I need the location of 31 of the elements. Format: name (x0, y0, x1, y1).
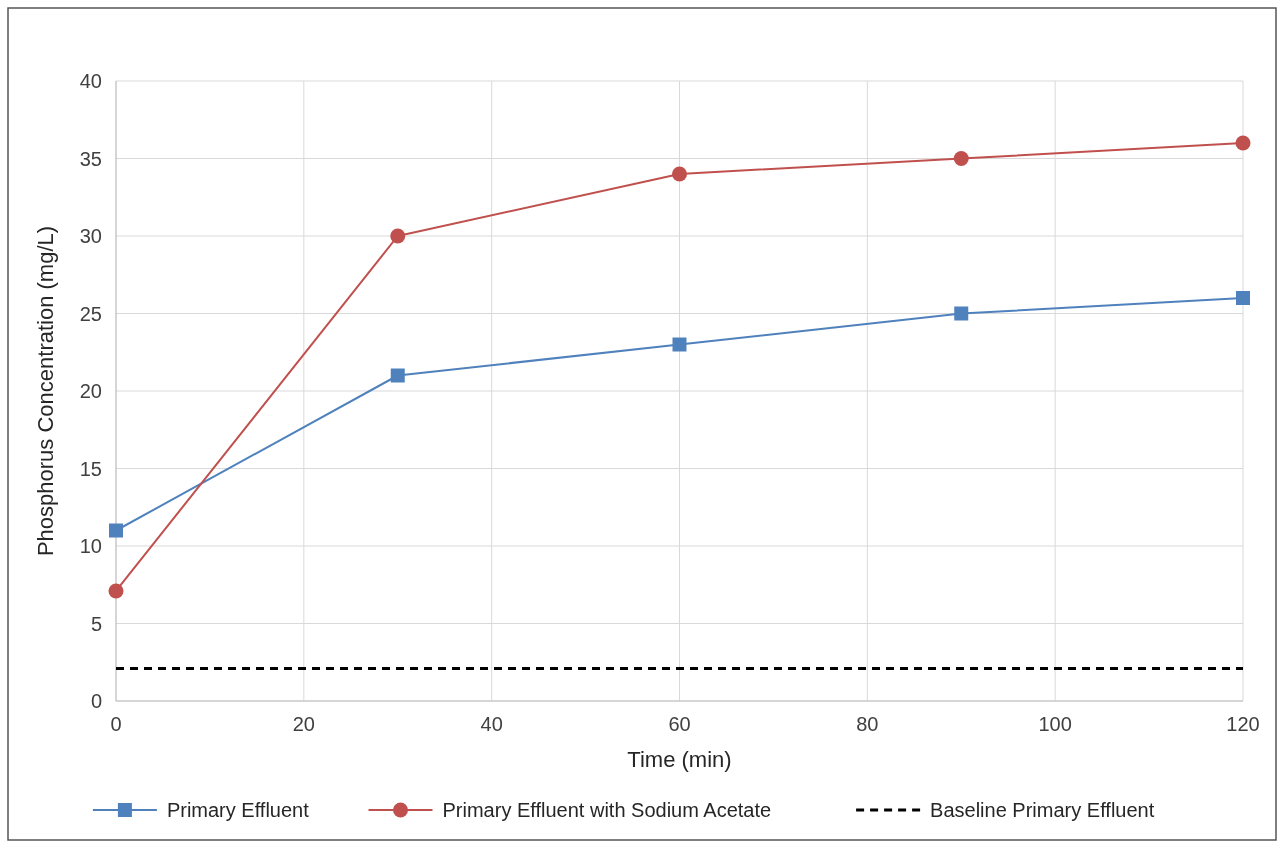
x-axis-title: Time (min) (627, 747, 732, 772)
point (390, 228, 406, 244)
point (390, 368, 405, 383)
y-tick-label: 30 (79, 225, 102, 247)
x-tick-label: 20 (292, 713, 315, 735)
y-tick-label: 0 (90, 690, 102, 712)
y-tick-label: 15 (79, 457, 102, 480)
point (672, 337, 687, 352)
legend-label: Baseline Primary Effluent (930, 799, 1155, 821)
y-tick-label: 5 (90, 612, 102, 635)
x-tick-label: 80 (856, 713, 879, 735)
point (1235, 135, 1251, 151)
y-axis-title: Phosphorus Concentration (mg/L) (33, 225, 58, 557)
x-tick-label: 0 (110, 713, 122, 735)
y-tick-label: 20 (79, 380, 102, 402)
point (672, 166, 687, 182)
point (1236, 291, 1250, 305)
y-tick-label: 40 (79, 70, 102, 92)
y-tick-label: 35 (79, 147, 102, 170)
x-tick-label: 60 (668, 713, 691, 735)
x-tick-label: 40 (480, 713, 503, 735)
legend-label: Primary Effluent with Sodium Acetate (442, 799, 772, 821)
x-tick-label: 120 (1226, 713, 1260, 735)
point (954, 306, 969, 321)
x-tick-label: 100 (1038, 713, 1072, 735)
point (109, 523, 123, 538)
y-tick-label: 25 (79, 302, 102, 325)
y-tick-label: 10 (79, 535, 102, 557)
point (108, 583, 124, 599)
point (953, 151, 969, 166)
legend-label: Primary Effluent (166, 799, 310, 821)
